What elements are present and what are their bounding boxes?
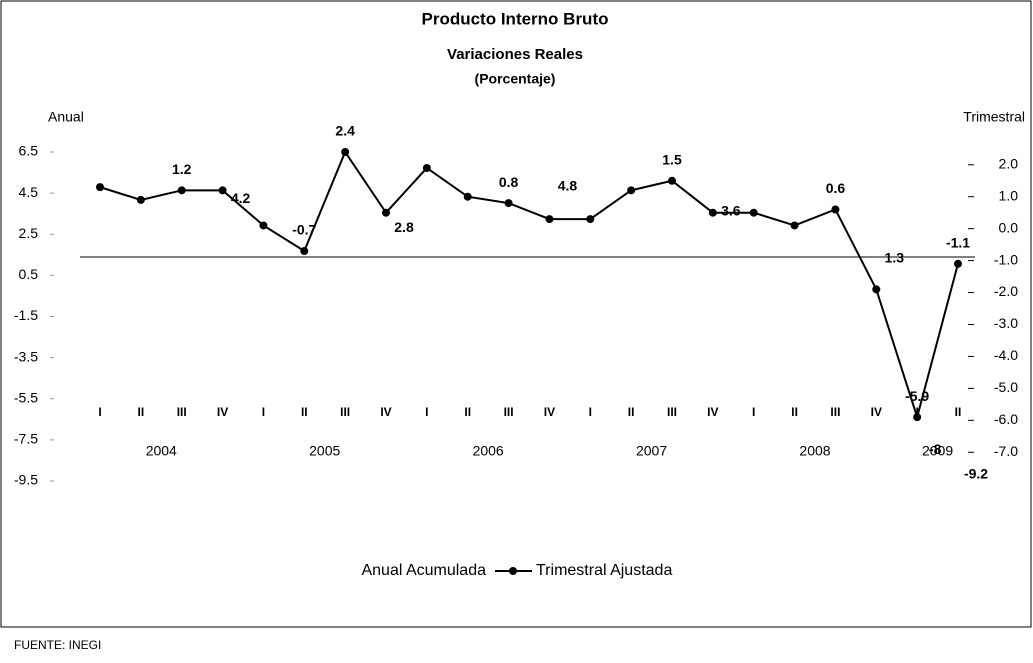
y-tick-label: -7.5: [14, 431, 38, 447]
x-tick-label: IV: [217, 405, 228, 419]
annual-label: -9.2: [964, 466, 988, 482]
data-label: -5.9: [905, 388, 929, 404]
x-tick-label: I: [262, 405, 265, 419]
y-tick-label: 6.5: [19, 143, 39, 159]
x-tick-label: III: [830, 405, 840, 419]
x-tick-label: II: [955, 405, 962, 419]
legend-swatch: [509, 567, 517, 575]
y2-tick-label: 1.0: [999, 187, 1019, 203]
data-label: 0.8: [499, 174, 519, 190]
data-label: 1.5: [662, 151, 682, 167]
legend-label: Trimestral Ajustada: [536, 562, 672, 579]
point: [545, 215, 554, 224]
point: [790, 221, 799, 230]
data-label: 0.6: [826, 180, 846, 196]
y-tick-label: 4.5: [19, 184, 39, 200]
x-tick-label: I: [98, 405, 101, 419]
data-label: 2.4: [335, 123, 355, 139]
chart-title: Producto Interno Bruto: [422, 9, 609, 28]
point: [382, 208, 390, 217]
x-tick-label: II: [628, 405, 635, 419]
annual-label: 1.3: [885, 250, 905, 266]
x-tick-label: IV: [380, 405, 391, 419]
y-tick-label: 2.5: [19, 225, 39, 241]
annual-label: 4.2: [231, 190, 251, 206]
point: [504, 199, 513, 208]
y2-axis-label: Trimestral: [963, 109, 1025, 125]
annual-label: -8: [929, 441, 942, 457]
year-label: 2007: [636, 443, 667, 459]
point: [627, 186, 636, 195]
year-label: 2008: [799, 443, 830, 459]
point: [708, 208, 717, 217]
source-note: FUENTE: INEGI: [14, 638, 101, 652]
x-tick-label: III: [340, 405, 350, 419]
legend-label: Anual Acumulada: [361, 562, 486, 579]
data-label: 1.2: [172, 161, 192, 177]
y2-tick-label: -5.0: [994, 379, 1018, 395]
x-tick-label: I: [425, 405, 428, 419]
point: [136, 195, 145, 204]
y2-tick-label: -6.0: [994, 411, 1018, 427]
point: [872, 285, 881, 294]
y2-tick-label: -7.0: [994, 443, 1018, 459]
series-line: [99, 149, 959, 421]
y-tick-label: -1.5: [14, 307, 38, 323]
year-label: 2004: [146, 443, 177, 459]
point: [218, 186, 227, 195]
y2-tick-label: -1.0: [994, 251, 1018, 267]
x-tick-label: III: [177, 405, 187, 419]
year-label: 2009: [922, 443, 953, 459]
y-tick-label: -9.5: [14, 472, 38, 488]
point: [300, 247, 309, 256]
x-tick-label: II: [464, 405, 471, 419]
point: [668, 176, 676, 185]
point: [341, 148, 350, 156]
annual-label: 3.6: [721, 202, 741, 218]
x-tick-label: III: [667, 405, 677, 419]
x-tick-label: I: [752, 405, 755, 419]
y-axis-label: Anual: [48, 109, 84, 125]
y2-tick-label: -4.0: [994, 347, 1018, 363]
point: [913, 413, 922, 422]
data-label: -1.1: [946, 234, 970, 250]
y-tick-label: 0.5: [19, 266, 39, 282]
x-tick-label: III: [504, 405, 514, 419]
x-tick-label: IV: [871, 405, 882, 419]
y2-tick-label: 0.0: [999, 219, 1019, 235]
point: [749, 208, 758, 217]
point: [422, 163, 431, 172]
year-label: 2005: [309, 443, 340, 459]
point: [586, 215, 595, 224]
y-tick-label: -3.5: [14, 348, 38, 364]
point: [96, 183, 104, 192]
chart-subtitle: Variaciones Reales: [447, 46, 583, 63]
annual-label: 4.8: [558, 178, 578, 194]
x-tick-label: I: [589, 405, 592, 419]
x-tick-label: IV: [544, 405, 555, 419]
x-tick-label: II: [138, 405, 145, 419]
x-tick-label: I: [915, 405, 918, 419]
point: [954, 259, 962, 268]
point: [831, 205, 840, 214]
point: [259, 221, 268, 230]
chart-frame: [0, 0, 1032, 628]
point: [177, 186, 186, 195]
annual-label: 2.8: [394, 219, 414, 235]
y2-tick-label: 2.0: [999, 155, 1019, 171]
y2-tick-label: -3.0: [994, 315, 1018, 331]
x-tick-label: IV: [707, 405, 718, 419]
data-label: -0.7: [292, 222, 316, 238]
x-tick-label: II: [301, 405, 308, 419]
year-label: 2006: [473, 443, 504, 459]
y2-tick-label: -2.0: [994, 283, 1018, 299]
x-tick-label: II: [791, 405, 798, 419]
unit-label: (Porcentaje): [475, 71, 556, 87]
point: [463, 192, 472, 201]
y-tick-label: -5.5: [14, 389, 38, 405]
